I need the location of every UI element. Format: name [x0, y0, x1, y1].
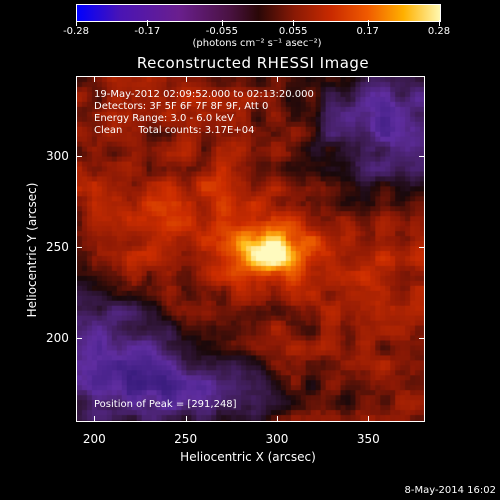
x-tick-mark [94, 416, 96, 422]
colorbar-tick-label: 0.055 [278, 26, 308, 37]
colorbar-tick [293, 20, 295, 26]
y-tick-label: 250 [46, 240, 69, 255]
colorbar-tick-label: 0.17 [356, 26, 379, 37]
clean-total-counts-annotation: Clean Total counts: 3.17E+04 [94, 125, 255, 136]
x-tick-label: 250 [174, 432, 198, 446]
x-tick-label: 350 [356, 432, 380, 446]
energy-range-annotation: Energy Range: 3.0 - 6.0 keV [94, 113, 234, 124]
x-tick-mark [185, 76, 187, 82]
colorbar-tick [76, 20, 77, 26]
colorbar-unit-label: (photons cm⁻² s⁻¹ asec⁻²) [192, 38, 322, 49]
y-tick-mark [419, 338, 425, 340]
x-tick-label: 200 [82, 432, 106, 446]
y-tick-mark [419, 247, 425, 249]
colorbar-tick-label: -0.17 [134, 26, 161, 37]
x-tick-label: 300 [265, 432, 289, 446]
colorbar-tick [221, 20, 223, 26]
timestamp: 8-May-2014 16:02 [404, 485, 496, 496]
detectors-annotation: Detectors: 3F 5F 6F 7F 8F 9F, Att 0 [94, 101, 269, 112]
plot-title: Reconstructed RHESSI Image [136, 54, 370, 72]
x-tick-mark [276, 76, 278, 82]
y-tick-mark [76, 247, 82, 249]
time-range-annotation: 19-May-2012 02:09:52.000 to 02:13:20.000 [94, 89, 314, 100]
y-tick-label: 200 [46, 331, 69, 346]
colorbar [76, 4, 441, 22]
y-tick-mark [76, 338, 82, 340]
y-axis-label: Heliocentric Y (arcsec) [25, 182, 39, 318]
y-tick-label: 300 [46, 149, 69, 164]
x-tick-mark [185, 416, 187, 422]
y-tick-mark [76, 156, 82, 158]
x-tick-mark [368, 76, 370, 82]
colorbar-tick [439, 20, 440, 26]
x-tick-mark [94, 76, 96, 82]
x-tick-mark [368, 416, 370, 422]
rhessi-heatmap [77, 77, 424, 421]
y-tick-mark [419, 156, 425, 158]
colorbar-tick-label: -0.055 [205, 26, 238, 37]
peak-position-annotation: Position of Peak = [291,248] [94, 399, 237, 410]
colorbar-tick [367, 20, 369, 26]
colorbar-tick [147, 20, 149, 26]
x-axis-label: Heliocentric X (arcsec) [180, 450, 316, 464]
image-plot-area [76, 76, 425, 422]
colorbar-tick-label: -0.28 [63, 26, 89, 37]
colorbar-tick-label: 0.28 [427, 26, 451, 37]
x-tick-mark [276, 416, 278, 422]
